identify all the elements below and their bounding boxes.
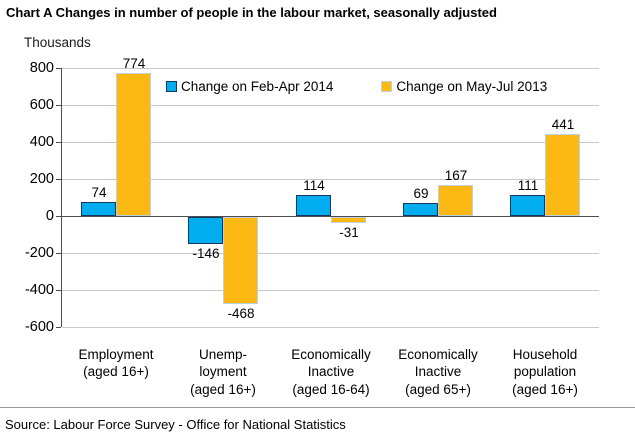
bar-series2-cat4 bbox=[438, 185, 473, 216]
plot-area: Change on Feb-Apr 2014 Change on May-Jul… bbox=[25, 56, 599, 335]
y-tick-label: 200 bbox=[29, 171, 54, 187]
y-axis-unit-label: Thousands bbox=[24, 35, 91, 50]
y-tick-mark bbox=[56, 216, 61, 217]
bar-series2-cat5 bbox=[545, 134, 580, 216]
y-tick-mark bbox=[56, 68, 61, 69]
legend: Change on Feb-Apr 2014 Change on May-Jul… bbox=[166, 79, 547, 94]
bar-value-label: 69 bbox=[413, 186, 429, 201]
legend-swatch-yellow bbox=[381, 81, 393, 92]
bar-series2-cat2 bbox=[223, 217, 258, 304]
bar-value-label: 74 bbox=[91, 185, 107, 200]
bar-value-label: -468 bbox=[227, 306, 255, 321]
legend-label-feb-apr-2014: Change on Feb-Apr 2014 bbox=[181, 79, 334, 94]
y-tick-mark bbox=[56, 179, 61, 180]
y-tick-label: 800 bbox=[29, 60, 54, 76]
y-tick-label: 0 bbox=[45, 208, 54, 224]
x-category-label: Unemp- loyment (aged 16+) bbox=[190, 347, 256, 397]
bar-series1-cat3 bbox=[296, 195, 331, 216]
x-category-label: Household population (aged 16+) bbox=[512, 347, 578, 397]
legend-item-may-jul-2013: Change on May-Jul 2013 bbox=[381, 79, 547, 94]
bar-series2-cat3 bbox=[331, 217, 366, 223]
y-tick-mark bbox=[56, 142, 61, 143]
x-category-label: Employment (aged 16+) bbox=[78, 347, 154, 380]
y-tick-mark bbox=[56, 327, 61, 328]
y-tick-label: 600 bbox=[29, 97, 54, 113]
bar-series1-cat1 bbox=[81, 202, 116, 216]
y-axis-line bbox=[61, 68, 62, 327]
y-tick-label: -600 bbox=[24, 319, 54, 335]
gridline bbox=[62, 142, 599, 143]
gridline bbox=[62, 68, 599, 69]
footer-divider bbox=[0, 407, 635, 408]
x-category-label: Economically Inactive (aged 65+) bbox=[398, 347, 478, 397]
source-note: Source: Labour Force Survey - Office for… bbox=[5, 417, 346, 432]
bar-value-label: 114 bbox=[303, 178, 325, 193]
gridline bbox=[62, 327, 599, 328]
gridline bbox=[62, 290, 599, 291]
x-axis-labels: Employment (aged 16+) Unemp- loyment (age… bbox=[62, 346, 599, 404]
y-tick-label: 400 bbox=[29, 134, 54, 150]
y-tick-mark bbox=[56, 290, 61, 291]
legend-item-feb-apr-2014: Change on Feb-Apr 2014 bbox=[166, 79, 333, 94]
bar-series1-cat5 bbox=[510, 195, 545, 216]
bar-value-label: 111 bbox=[517, 178, 539, 193]
bar-series1-cat4 bbox=[403, 203, 438, 216]
bar-value-label: -31 bbox=[339, 225, 359, 240]
y-tick-label: -200 bbox=[24, 245, 54, 261]
gridline bbox=[62, 105, 599, 106]
bar-value-label: 441 bbox=[551, 117, 575, 132]
zero-axis-line bbox=[62, 216, 599, 217]
legend-swatch-blue bbox=[166, 81, 177, 92]
y-tick-mark bbox=[56, 253, 61, 254]
gridline bbox=[62, 179, 599, 180]
bar-series2-cat1 bbox=[116, 73, 151, 216]
x-category-label: Economically Inactive (aged 16-64) bbox=[291, 347, 371, 397]
bar-value-label: 167 bbox=[444, 168, 468, 183]
bar-value-label: 774 bbox=[122, 56, 146, 71]
legend-label-may-jul-2013: Change on May-Jul 2013 bbox=[396, 79, 548, 94]
y-tick-mark bbox=[56, 105, 61, 106]
bar-series1-cat2 bbox=[188, 217, 223, 244]
chart-title: Chart A Changes in number of people in t… bbox=[6, 5, 497, 20]
y-tick-label: -400 bbox=[24, 282, 54, 298]
bar-value-label: -146 bbox=[192, 246, 220, 261]
gridline bbox=[62, 253, 599, 254]
